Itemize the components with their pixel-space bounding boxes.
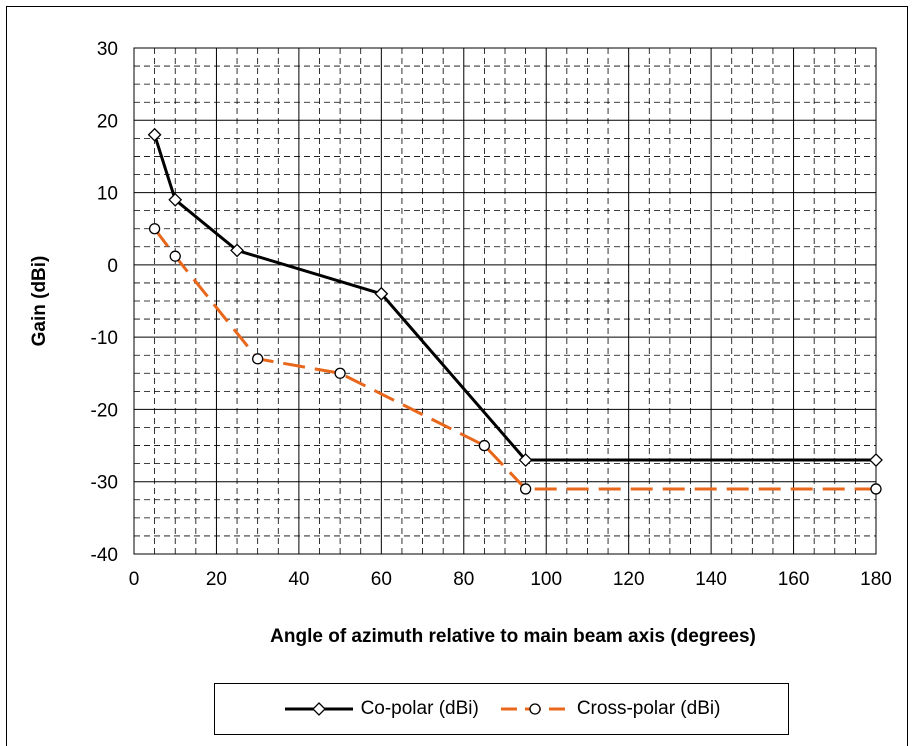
x-tick-label: 80 — [453, 569, 474, 590]
tick-labels: 0 20 40 60 80 100 120 140 160 1803020100-10-20-30… — [91, 39, 892, 590]
data-point-cross-polar — [252, 353, 264, 365]
legend-item-co-polar: Co-polar (dBi) — [283, 698, 479, 720]
data-point-cross-polar — [478, 439, 491, 452]
data-point-cross-polar — [334, 367, 346, 379]
data-point-co-polar — [869, 453, 883, 467]
chart-frame — [6, 6, 908, 746]
y-tick-label: 0 — [107, 256, 118, 277]
x-tick-label: 0 — [129, 569, 140, 590]
series-line-co-polar — [153, 134, 876, 462]
data-point-co-polar — [147, 127, 162, 142]
x-tick-label: 120 — [613, 569, 645, 590]
legend-label-cross-polar: Cross-polar (dBi) — [576, 698, 721, 719]
y-tick-label: -20 — [91, 400, 118, 421]
legend-swatch-co-polar — [284, 702, 353, 716]
x-tick-label: 180 — [860, 569, 892, 590]
y-tick-label: 30 — [97, 39, 118, 60]
data-point-cross-polar — [519, 483, 532, 495]
y-axis-title: Gain (dBi) — [29, 256, 50, 347]
x-tick-label: 20 — [206, 569, 227, 590]
y-tick-label: 10 — [97, 184, 118, 205]
y-tick-label: -30 — [91, 473, 118, 494]
data-point-cross-polar — [870, 483, 882, 495]
x-axis-title: Angle of azimuth relative to main beam a… — [270, 626, 756, 647]
legend-item-cross-polar: Cross-polar (dBi) — [499, 698, 721, 720]
data-point-co-polar — [230, 243, 244, 258]
series-layer — [147, 127, 883, 495]
y-tick-label: 20 — [97, 111, 118, 132]
data-point-co-polar — [168, 192, 183, 207]
legend-swatch-cross-polar — [500, 703, 569, 715]
x-tick-label: 140 — [695, 569, 727, 590]
y-tick-label: -40 — [91, 545, 118, 566]
x-tick-label: 40 — [288, 569, 309, 590]
data-point-co-polar — [518, 453, 533, 467]
x-tick-label: 100 — [530, 569, 562, 590]
data-point-cross-polar — [148, 223, 161, 235]
legend-label-co-polar: Co-polar (dBi) — [360, 698, 479, 719]
x-tick-label: 160 — [778, 569, 810, 590]
y-tick-label: -10 — [91, 328, 118, 349]
grid-layer — [134, 48, 876, 554]
legend: Co-polar (dBi) Cross-polar (dBi) — [214, 683, 789, 735]
x-tick-label: 60 — [371, 569, 392, 590]
data-point-cross-polar — [169, 250, 181, 262]
data-point-co-polar — [374, 286, 389, 301]
plot-area-border — [133, 47, 877, 555]
